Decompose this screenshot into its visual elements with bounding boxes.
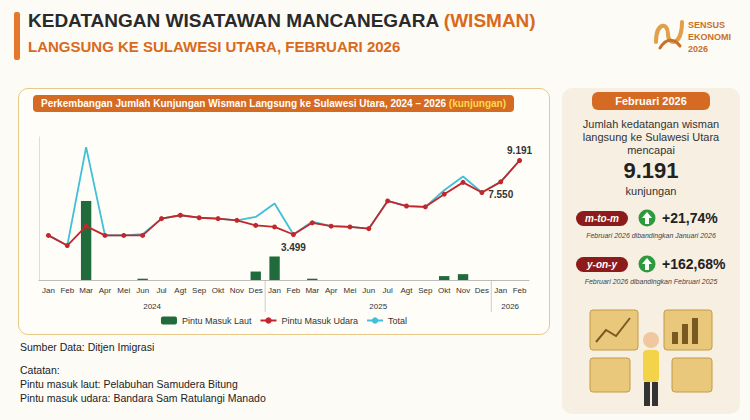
svg-text:Okt: Okt bbox=[438, 286, 451, 295]
svg-text:Jan: Jan bbox=[494, 286, 507, 295]
svg-text:Jun: Jun bbox=[136, 286, 149, 295]
svg-text:Sep: Sep bbox=[418, 286, 433, 295]
svg-text:Jun: Jun bbox=[362, 286, 375, 295]
svg-text:2024: 2024 bbox=[143, 302, 161, 311]
html-text:Perkembangan Jumlah Kunjungan: Perkembangan Jumlah Kunjungan Wisman Lan… bbox=[41, 98, 506, 109]
svg-text:Agt: Agt bbox=[174, 286, 187, 295]
html-text:LANGSUNG KE SULAWESI UTARA, FE: LANGSUNG KE SULAWESI UTARA, FEBRUARI 202… bbox=[28, 38, 401, 55]
svg-text:Nov: Nov bbox=[230, 286, 244, 295]
html-text:Sumber Data: Ditjen Imigrasi: Sumber Data: Ditjen Imigrasi bbox=[20, 341, 155, 353]
html-text:Februari 2026 dibandingkan Jan: Februari 2026 dibandingkan Januari 2026 bbox=[586, 232, 716, 239]
html-text:Catatan:: Catatan: bbox=[20, 364, 60, 376]
html-text:Jumlah kedatangan wisman langs: Jumlah kedatangan wisman langsung ke Sul… bbox=[582, 118, 720, 156]
html-text:m-to-m: m-to-m bbox=[585, 213, 619, 224]
html-text:2026: 2026 bbox=[688, 44, 708, 54]
html-text:+162,68%: +162,68% bbox=[662, 256, 726, 272]
html-text:KEDATANGAN WISATAWAN MANCANEGA: KEDATANGAN WISATAWAN MANCANEGARA (WISMAN… bbox=[28, 10, 536, 31]
svg-text:Mei: Mei bbox=[344, 286, 357, 295]
svg-text:Agt: Agt bbox=[400, 286, 413, 295]
html-text:EKONOMI: EKONOMI bbox=[688, 32, 731, 42]
svg-text:Jan: Jan bbox=[268, 286, 281, 295]
svg-text:2026: 2026 bbox=[501, 302, 519, 311]
svg-text:Pintu Masuk Udara: Pintu Masuk Udara bbox=[281, 316, 358, 326]
html-text:Februari 2026: Februari 2026 bbox=[615, 95, 687, 107]
html-text:kunjungan: kunjungan bbox=[625, 185, 677, 197]
svg-text:9.191: 9.191 bbox=[507, 145, 532, 156]
svg-text:Total: Total bbox=[388, 316, 407, 326]
svg-text:Mar: Mar bbox=[305, 286, 319, 295]
svg-text:Feb: Feb bbox=[287, 286, 301, 295]
svg-text:2025: 2025 bbox=[369, 302, 387, 311]
svg-text:Feb: Feb bbox=[60, 286, 74, 295]
html-text:Pintu masuk udara: Bandara Sam: Pintu masuk udara: Bandara Sam Ratulangi… bbox=[20, 392, 266, 404]
svg-text:Jan: Jan bbox=[42, 286, 55, 295]
svg-text:Pintu Masuk Laut: Pintu Masuk Laut bbox=[182, 316, 252, 326]
svg-text:3.499: 3.499 bbox=[281, 242, 306, 253]
html-text:SENSUS: SENSUS bbox=[688, 20, 725, 30]
svg-text:Feb: Feb bbox=[513, 286, 527, 295]
svg-text:Nov: Nov bbox=[456, 286, 470, 295]
svg-text:Mar: Mar bbox=[79, 286, 93, 295]
html-text:y-on-y: y-on-y bbox=[587, 259, 617, 270]
svg-text:Mei: Mei bbox=[117, 286, 130, 295]
html-text:Pintu masuk laut: Pelabuhan Sa: Pintu masuk laut: Pelabuhan Samudera Bit… bbox=[20, 378, 238, 390]
svg-text:Des: Des bbox=[249, 286, 263, 295]
svg-text:7.550: 7.550 bbox=[488, 189, 513, 200]
svg-text:Jul: Jul bbox=[383, 286, 393, 295]
svg-text:Apr: Apr bbox=[99, 286, 112, 295]
svg-text:Apr: Apr bbox=[325, 286, 338, 295]
svg-text:Jul: Jul bbox=[156, 286, 166, 295]
html-text:+21,74%: +21,74% bbox=[662, 210, 718, 226]
svg-text:Des: Des bbox=[475, 286, 489, 295]
svg-text:Sep: Sep bbox=[192, 286, 207, 295]
html-text:Februari 2026 dibandingkan Feb: Februari 2026 dibandingkan Februari 2025 bbox=[584, 278, 718, 285]
svg-text:Okt: Okt bbox=[212, 286, 225, 295]
html-text:9.191: 9.191 bbox=[623, 158, 679, 183]
